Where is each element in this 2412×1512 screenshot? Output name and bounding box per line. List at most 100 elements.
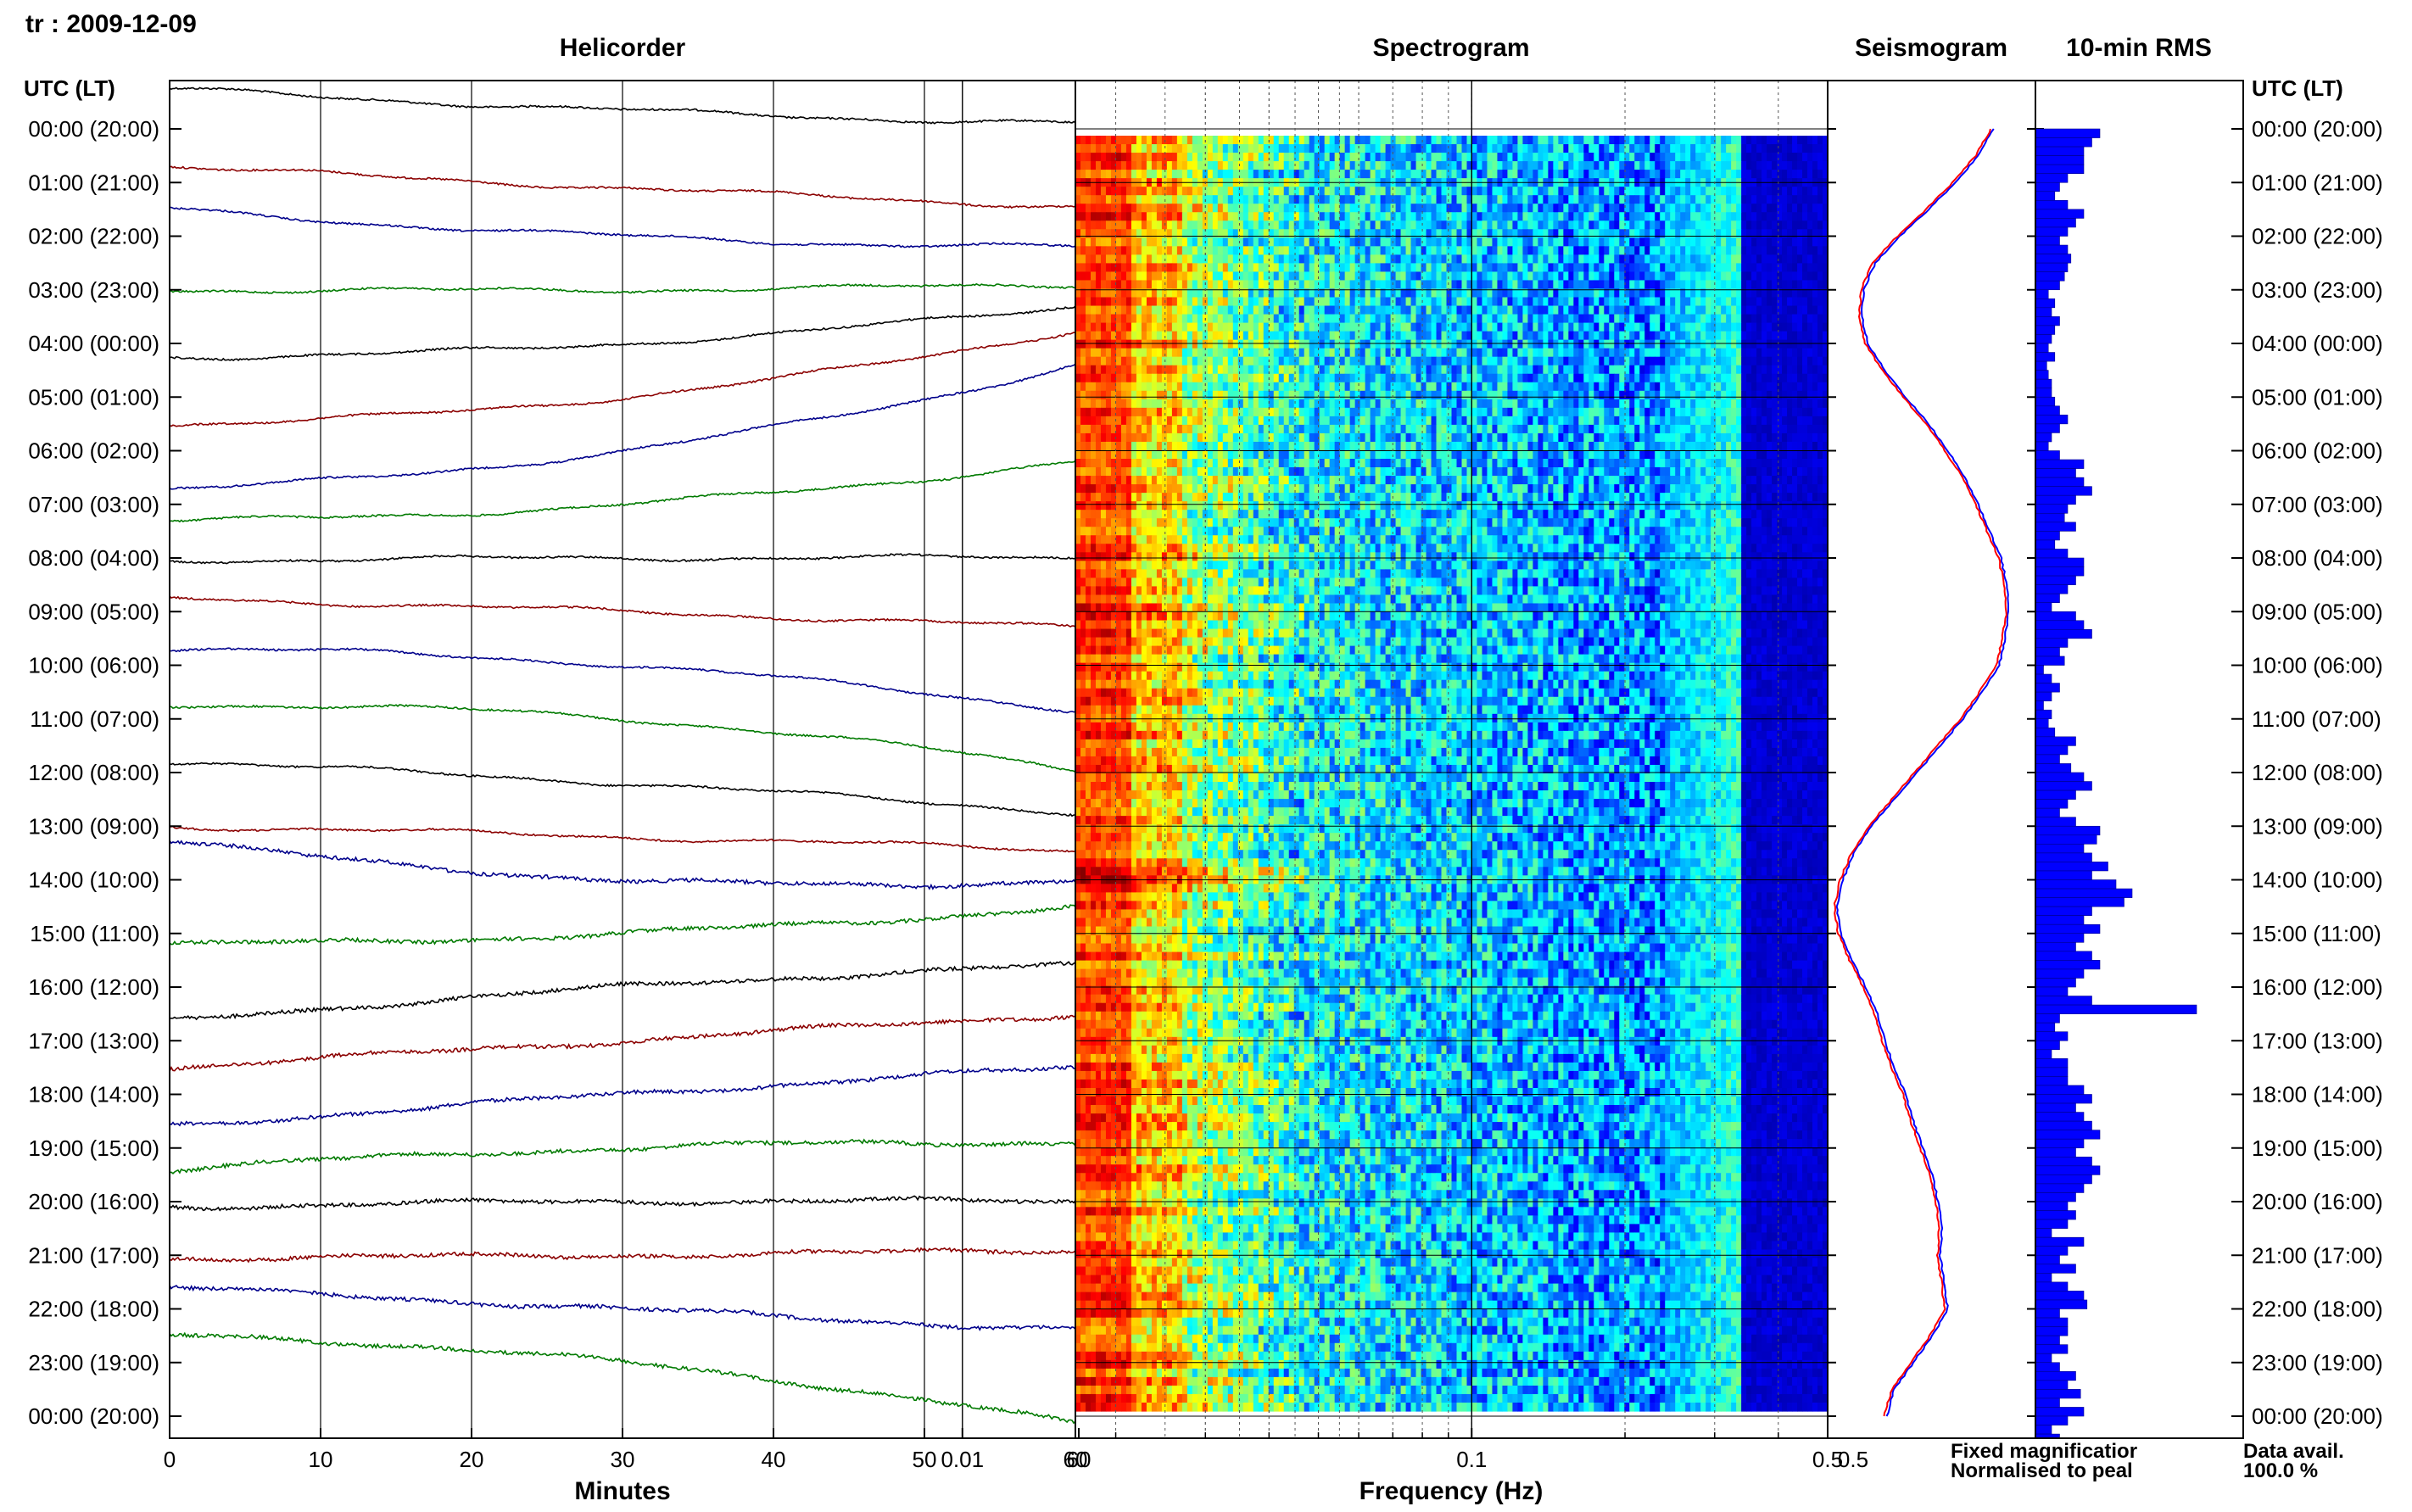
spectrogram-cell (1198, 229, 1203, 238)
spectrogram-cell (1802, 144, 1808, 153)
spectrogram-cell (1304, 229, 1310, 238)
spectrogram-cell (1670, 220, 1676, 230)
spectrogram-cell (1751, 170, 1757, 179)
spectrogram-cell (1213, 144, 1219, 153)
spectrogram-cell (1401, 187, 1407, 196)
spectrogram-cell (1655, 161, 1661, 170)
spectrogram-cell (1371, 187, 1376, 196)
spectrogram-cell (1376, 204, 1382, 213)
spectrogram-cell (1792, 237, 1798, 247)
spectrogram-cell (1777, 187, 1783, 196)
spectrogram-cell (1655, 187, 1661, 196)
spectrogram-cell (1807, 153, 1813, 162)
spectrogram-cell (1172, 195, 1178, 204)
spectrogram-cell (1299, 237, 1305, 247)
spectrogram-cell (1106, 170, 1112, 179)
spectrogram-cell (1471, 161, 1477, 170)
spectrogram-cell (1299, 220, 1305, 230)
spectrogram-cell (1650, 153, 1655, 162)
spectrogram-cell (1619, 204, 1625, 213)
spectrogram-cell (1452, 187, 1458, 196)
spectrogram-cell (1350, 254, 1356, 264)
spectrogram-cell (1381, 237, 1387, 247)
spectrogram-cell (1487, 153, 1493, 162)
spectrogram-cell (1350, 136, 1356, 145)
spectrogram-cell (1350, 153, 1356, 162)
spectrogram-cell (1644, 246, 1650, 255)
spectrogram-cell (1787, 161, 1793, 170)
spectrogram-cell (1177, 136, 1183, 145)
spectrogram-cell (1432, 161, 1438, 170)
spectrogram-cell (1116, 220, 1122, 230)
spectrogram-cell (1406, 153, 1412, 162)
spectrogram-cell (1639, 212, 1645, 221)
spectrogram-cell (1279, 204, 1285, 213)
spectrogram-cell (1360, 170, 1366, 179)
spectrogram-cell (1721, 237, 1727, 247)
spectrogram-cell (1614, 170, 1620, 179)
spectrogram-cell (1116, 254, 1122, 264)
spectrogram-cell (1680, 229, 1686, 238)
spectrogram-cell (1218, 195, 1224, 204)
spectrogram-cell (1401, 204, 1407, 213)
spectrogram-cell (1756, 195, 1762, 204)
spectrogram-cell (1121, 170, 1127, 179)
spectrogram-cell (1487, 212, 1493, 221)
spectrogram-cell (1512, 229, 1518, 238)
spectrogram-cell (1080, 204, 1086, 213)
spectrogram-cell (1721, 187, 1727, 196)
spectrogram-cell (1665, 153, 1671, 162)
spectrogram-cell (1447, 153, 1453, 162)
spectrogram-cell (1253, 187, 1259, 196)
spectrogram-cell (1741, 237, 1747, 247)
spectrogram-cell (1218, 144, 1224, 153)
spectrogram-cell (1447, 187, 1453, 196)
spectrogram-cell (1401, 220, 1407, 230)
spectrogram-cell (1386, 212, 1392, 221)
spectrogram-cell (1543, 229, 1549, 238)
spectrogram-cell (1243, 204, 1249, 213)
spectrogram-cell (1548, 220, 1554, 230)
spectrogram-cell (1381, 170, 1387, 179)
spectrogram-cell (1655, 136, 1661, 145)
spectrogram-cell (1482, 170, 1488, 179)
spectrogram-cell (1741, 144, 1747, 153)
spectrogram-cell (1136, 254, 1142, 264)
spectrogram-cell (1253, 144, 1259, 153)
spectrogram-cell (1675, 246, 1681, 255)
spectrogram-cell (1167, 246, 1173, 255)
spectrogram-cell (1736, 204, 1742, 213)
spectrogram-cell (1477, 195, 1482, 204)
spectrogram-cell (1350, 237, 1356, 247)
spectrogram-cell (1533, 204, 1538, 213)
spectrogram-cell (1502, 229, 1508, 238)
spectrogram-cell (1121, 187, 1127, 196)
spectrogram-cell (1553, 229, 1559, 238)
spectrogram-cell (1538, 246, 1544, 255)
spectrogram-cell (1345, 161, 1351, 170)
spectrogram-cell (1447, 170, 1453, 179)
spectrogram-cell (1167, 237, 1173, 247)
spectrogram-cell (1461, 161, 1467, 170)
spectrogram-cell (1604, 195, 1610, 204)
spectrogram-cell (1218, 187, 1224, 196)
spectrogram-cell (1670, 212, 1676, 221)
spectrogram-cell (1116, 195, 1122, 204)
spectrogram-cell (1599, 161, 1605, 170)
spectrogram-cell (1253, 204, 1259, 213)
spectrogram-cell (1477, 153, 1482, 162)
spectrogram-cell (1527, 237, 1533, 247)
spectrogram-cell (1726, 161, 1732, 170)
spectrogram-cell (1340, 229, 1346, 238)
spectrogram-cell (1817, 144, 1823, 153)
spectrogram-cell (1248, 212, 1254, 221)
spectrogram-cell (1411, 170, 1417, 179)
spectrogram-cell (1807, 195, 1813, 204)
spectrogram-cell (1482, 237, 1488, 247)
spectrogram-cell (1706, 136, 1711, 145)
spectrogram-cell (1792, 229, 1798, 238)
spectrogram-cell (1690, 229, 1696, 238)
spectrogram-cell (1172, 153, 1178, 162)
spectrogram-cell (1162, 229, 1168, 238)
spectrogram-cell (1756, 144, 1762, 153)
